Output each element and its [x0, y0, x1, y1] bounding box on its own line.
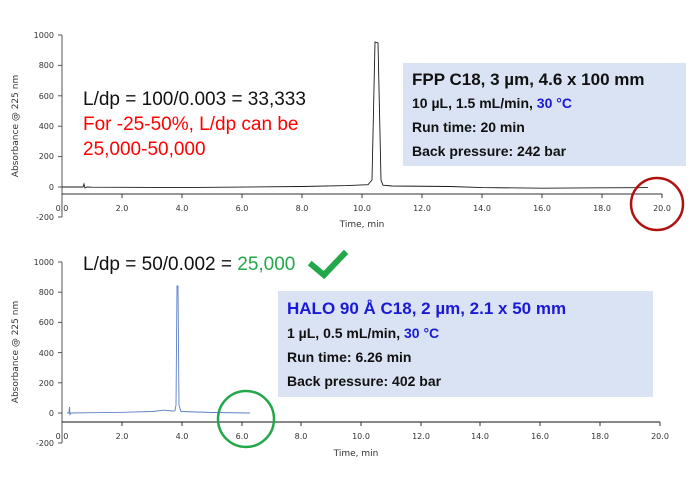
top-ldp-range-line1: For -25-50%, L/dp can be — [83, 114, 299, 135]
bottom-xtick-6: 6.0 — [236, 432, 249, 441]
bottom-ytick-800: 800 — [39, 288, 54, 297]
top-xtick-10: 10.0 — [353, 204, 371, 213]
bottom-backpressure: Back pressure: 402 bar — [287, 373, 442, 389]
bottom-temperature: 30 °C — [403, 325, 440, 341]
top-xtick-4: 4.0 — [176, 204, 189, 213]
top-ytick-1000: 1000 — [34, 31, 54, 40]
top-y-axis-title: Absorbance @ 225 nm — [11, 75, 21, 177]
top-xtick-2: 2.0 — [116, 204, 129, 213]
bottom-xtick-12: 12.0 — [412, 432, 430, 441]
bottom-flow-conditions: 1 µL, 0.5 mL/min, — [287, 325, 404, 341]
bottom-xtick-10: 10.0 — [352, 432, 370, 441]
check-icon — [307, 249, 349, 280]
top-flow-conditions: 10 µL, 1.5 mL/min, — [412, 95, 537, 111]
top-xtick-14: 14.0 — [473, 204, 491, 213]
top-ytick-400: 400 — [39, 122, 54, 131]
top-xtick-20: 20.0 — [653, 204, 671, 213]
top-ytick-neg200: -200 — [36, 213, 54, 222]
bottom-runtime: Run time: 6.26 min — [287, 349, 412, 365]
top-ldp-range-line2: 25,000-50,000 — [83, 139, 206, 160]
bottom-ytick-200: 200 — [39, 379, 54, 388]
bottom-ldp-calc: L/dp = 50/0.002 = 25,000 — [83, 254, 295, 276]
bottom-xtick-16: 16.0 — [531, 432, 549, 441]
bottom-xtick-2: 2.0 — [116, 432, 129, 441]
top-xtick-6: 6.0 — [236, 204, 249, 213]
top-x-axis-title: Time, min — [339, 220, 385, 230]
bottom-ytick-0: 0 — [49, 409, 54, 418]
top-ytick-200: 200 — [39, 152, 54, 161]
bottom-column-infobox: HALO 90 Å C18, 2 µm, 2.1 x 50 mm 1 µL, 0… — [278, 291, 653, 397]
top-xtick-18: 18.0 — [593, 204, 611, 213]
top-y-ticks — [58, 34, 62, 218]
bottom-xtick-8: 8.0 — [295, 432, 308, 441]
top-ldp-calc: L/dp = 100/0.003 = 33,333 — [83, 89, 306, 110]
bottom-column-title: HALO 90 Å C18, 2 µm, 2.1 x 50 mm — [287, 299, 567, 318]
top-ytick-600: 600 — [39, 92, 54, 101]
top-temperature: 30 °C — [536, 95, 572, 111]
top-trace — [62, 41, 649, 189]
top-xtick-0: 0.0 — [56, 204, 69, 213]
bottom-xtick-0: 0.0 — [56, 432, 69, 441]
bottom-xtick-18: 18.0 — [591, 432, 609, 441]
bottom-xtick-4: 4.0 — [176, 432, 189, 441]
top-backpressure: Back pressure: 242 bar — [412, 143, 567, 159]
bottom-trace — [67, 285, 251, 416]
top-xtick-16: 16.0 — [533, 204, 551, 213]
bottom-ytick-1000: 1000 — [34, 258, 54, 267]
bottom-ytick-400: 400 — [39, 349, 54, 358]
top-runtime: Run time: 20 min — [412, 119, 525, 135]
bottom-xtick-14: 14.0 — [471, 432, 489, 441]
bottom-x-axis-title: Time, min — [333, 449, 379, 459]
top-conditions: 10 µL, 1.5 mL/min, 30 °C — [412, 95, 572, 111]
run-end-circle-green — [216, 389, 276, 449]
run-end-circle-red — [629, 176, 685, 232]
top-xtick-12: 12.0 — [413, 204, 431, 213]
bottom-ldp-value: 25,000 — [237, 254, 296, 275]
bottom-ytick-neg200: -200 — [36, 439, 54, 448]
bottom-ytick-600: 600 — [39, 318, 54, 327]
bottom-xtick-20: 20.0 — [651, 432, 669, 441]
bottom-ldp-formula: L/dp = 50/0.002 = — [83, 254, 238, 275]
top-column-title: FPP C18, 3 µm, 4.6 x 100 mm — [412, 70, 645, 89]
top-xtick-8: 8.0 — [296, 204, 309, 213]
top-ytick-0: 0 — [49, 183, 54, 192]
top-ytick-800: 800 — [39, 61, 54, 70]
bottom-conditions: 1 µL, 0.5 mL/min, 30 °C — [287, 325, 439, 341]
top-column-infobox: FPP C18, 3 µm, 4.6 x 100 mm 10 µL, 1.5 m… — [403, 63, 686, 166]
bottom-y-axis-title: Absorbance @ 225 nm — [11, 301, 21, 403]
